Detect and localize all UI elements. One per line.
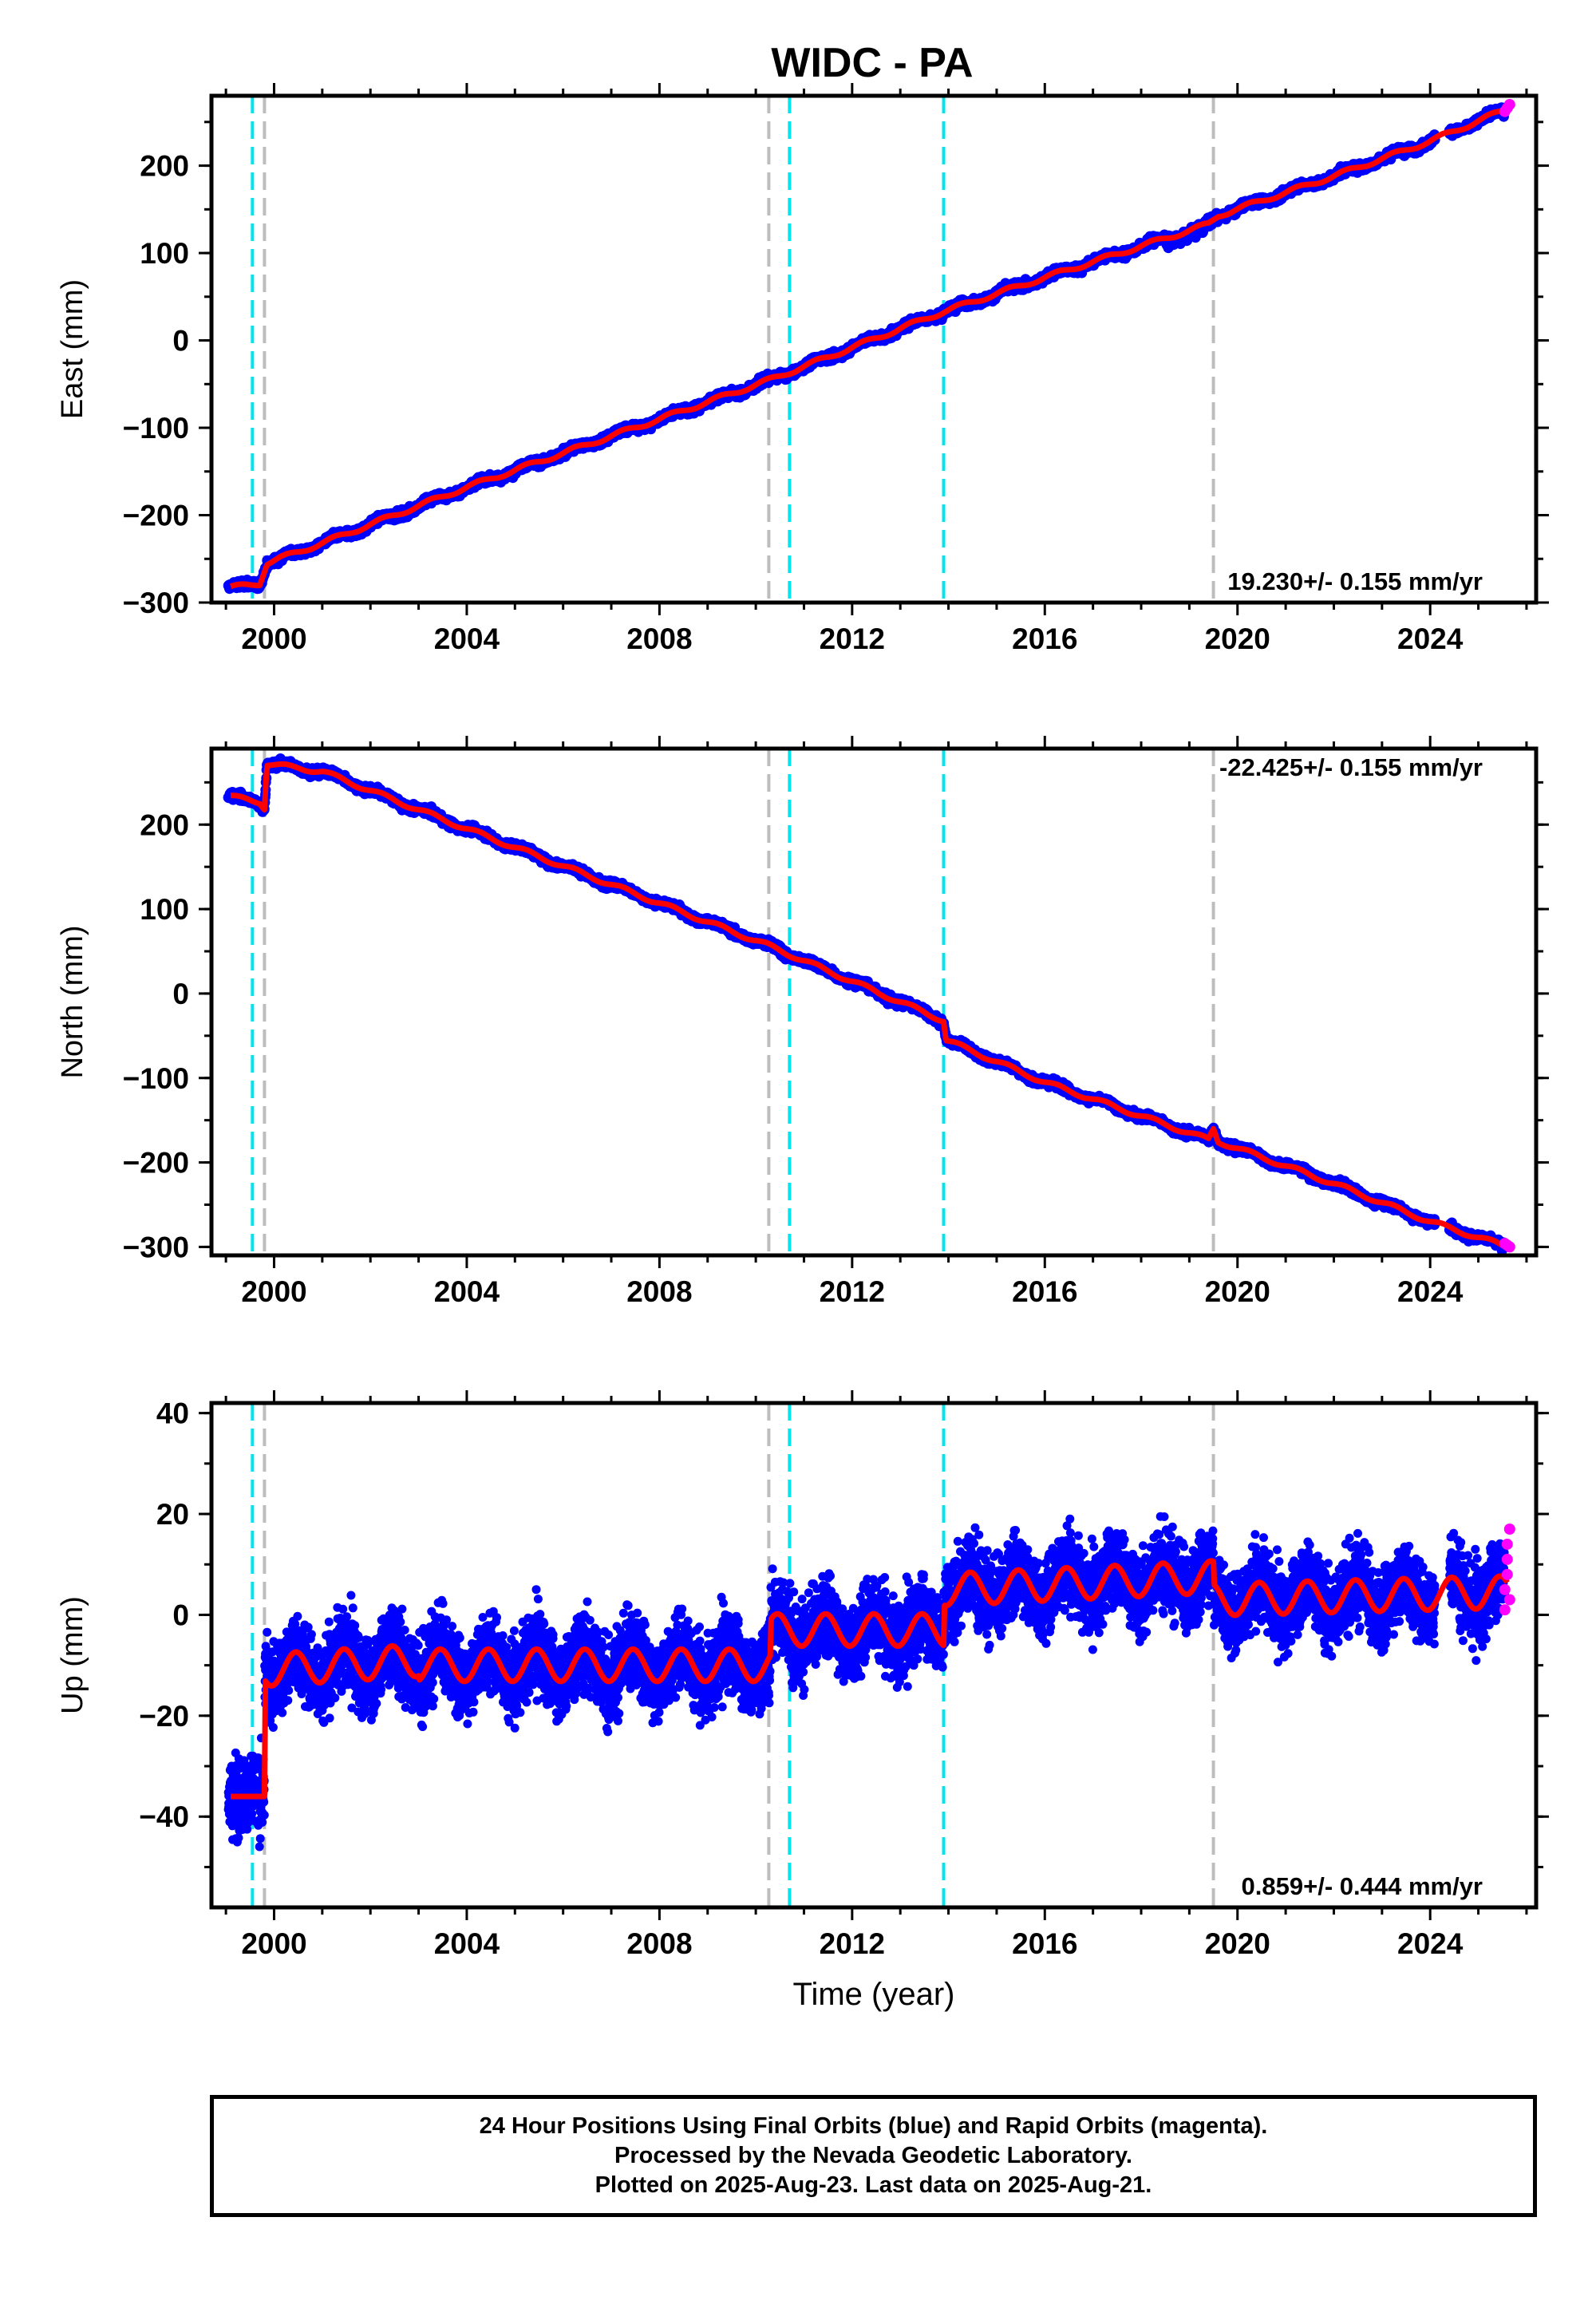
y-tick-label: 100 <box>140 237 189 270</box>
panel-east: 2000 2004 2008 2012 2016 2020 2024−300−200−100… <box>56 83 1549 655</box>
model-line <box>228 107 1510 590</box>
y-tick-label: −200 <box>123 500 189 532</box>
rapid-point <box>1503 98 1515 110</box>
plot-area <box>223 96 1515 603</box>
x-tick-label: 2000 <box>241 622 306 655</box>
y-tick-label: 0 <box>172 325 189 358</box>
x-tick-label: 2012 <box>820 622 885 655</box>
x-tick-label: 2004 <box>434 622 500 655</box>
y-tick-label: 200 <box>140 150 189 183</box>
x-tick-label: 2016 <box>1012 622 1077 655</box>
final-orbit-points <box>223 102 1510 595</box>
panels: 2000 2004 2008 2012 2016 2020 2024−300−200−100… <box>56 83 1549 2012</box>
x-tick-label: 2020 <box>1205 622 1270 655</box>
chart-title: WIDC - PA <box>771 40 973 86</box>
y-tick-label: −300 <box>123 587 189 619</box>
y-axis-label: East (mm) <box>56 279 89 419</box>
rate-label: 19.230+/- 0.155 mm/yr <box>1227 567 1483 595</box>
plot-area <box>223 749 1515 1255</box>
x-tick-label: 2024 <box>1397 622 1464 655</box>
panel-north: 2000 2004 2008 2012 2016 2020 2024−300−200−100… <box>56 736 1549 1308</box>
y-tick-label: −100 <box>123 412 189 445</box>
x-tick-label: 2008 <box>626 622 692 655</box>
rapid-orbit-points <box>1499 98 1515 117</box>
